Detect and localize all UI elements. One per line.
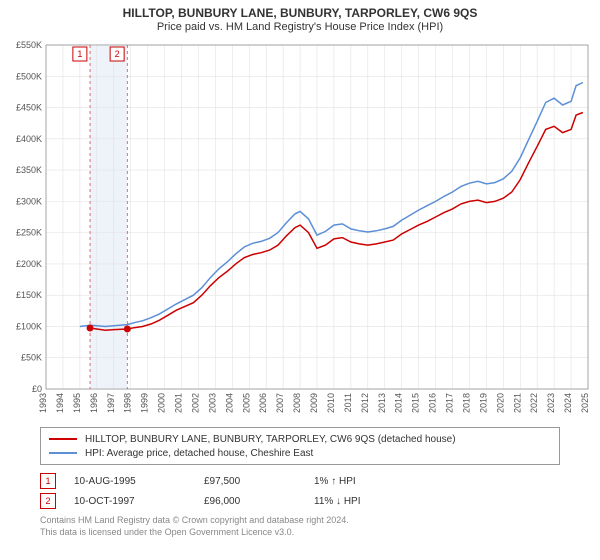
svg-text:£150K: £150K bbox=[16, 290, 42, 300]
svg-text:2004: 2004 bbox=[224, 393, 234, 413]
sale-price: £97,500 bbox=[204, 476, 314, 487]
svg-text:1993: 1993 bbox=[38, 393, 48, 413]
svg-text:2022: 2022 bbox=[529, 393, 539, 413]
legend-label-hpi: HPI: Average price, detached house, Ches… bbox=[85, 448, 313, 459]
svg-text:2003: 2003 bbox=[207, 393, 217, 413]
svg-text:1998: 1998 bbox=[123, 393, 133, 413]
svg-text:2018: 2018 bbox=[461, 393, 471, 413]
legend-box: HILLTOP, BUNBURY LANE, BUNBURY, TARPORLE… bbox=[40, 427, 560, 465]
sale-row: 2 10-OCT-1997 £96,000 11% ↓ HPI bbox=[40, 491, 590, 511]
svg-text:2023: 2023 bbox=[546, 393, 556, 413]
footer-text: Contains HM Land Registry data © Crown c… bbox=[40, 515, 590, 538]
svg-text:2015: 2015 bbox=[411, 393, 421, 413]
svg-text:2001: 2001 bbox=[174, 393, 184, 413]
svg-text:2017: 2017 bbox=[445, 393, 455, 413]
svg-text:2020: 2020 bbox=[495, 393, 505, 413]
sale-rows: 1 10-AUG-1995 £97,500 1% ↑ HPI 2 10-OCT-… bbox=[40, 471, 590, 511]
svg-text:2006: 2006 bbox=[258, 393, 268, 413]
svg-text:£400K: £400K bbox=[16, 134, 42, 144]
svg-text:2013: 2013 bbox=[377, 393, 387, 413]
svg-text:2009: 2009 bbox=[309, 393, 319, 413]
legend-label-property: HILLTOP, BUNBURY LANE, BUNBURY, TARPORLE… bbox=[85, 434, 456, 445]
svg-text:£300K: £300K bbox=[16, 196, 42, 206]
chart-container: HILLTOP, BUNBURY LANE, BUNBURY, TARPORLE… bbox=[0, 0, 600, 546]
line-chart-svg: £0 £50K £100K £150K £200K £250K £300K £350K £400… bbox=[6, 39, 594, 419]
legend-swatch-property bbox=[49, 438, 77, 440]
svg-text:£250K: £250K bbox=[16, 228, 42, 238]
svg-text:£350K: £350K bbox=[16, 165, 42, 175]
svg-text:£550K: £550K bbox=[16, 40, 42, 50]
svg-text:£500K: £500K bbox=[16, 71, 42, 81]
svg-text:2025: 2025 bbox=[580, 393, 590, 413]
svg-text:£200K: £200K bbox=[16, 259, 42, 269]
svg-text:2000: 2000 bbox=[157, 393, 167, 413]
sale-marker-2: 2 bbox=[40, 493, 56, 509]
sale-date: 10-AUG-1995 bbox=[74, 476, 204, 487]
svg-text:2024: 2024 bbox=[563, 393, 573, 413]
sale-price: £96,000 bbox=[204, 496, 314, 507]
footer-line1: Contains HM Land Registry data © Crown c… bbox=[40, 515, 590, 527]
sale-row: 1 10-AUG-1995 £97,500 1% ↑ HPI bbox=[40, 471, 590, 491]
svg-text:2008: 2008 bbox=[292, 393, 302, 413]
svg-text:2012: 2012 bbox=[360, 393, 370, 413]
sale-diff: 11% ↓ HPI bbox=[314, 496, 404, 507]
svg-text:2016: 2016 bbox=[428, 393, 438, 413]
svg-text:2019: 2019 bbox=[478, 393, 488, 413]
chart-subtitle: Price paid vs. HM Land Registry's House … bbox=[6, 21, 594, 33]
legend-row-hpi: HPI: Average price, detached house, Ches… bbox=[49, 446, 551, 460]
chart-title: HILLTOP, BUNBURY LANE, BUNBURY, TARPORLE… bbox=[6, 6, 594, 20]
svg-text:2011: 2011 bbox=[343, 393, 353, 412]
svg-text:2007: 2007 bbox=[275, 393, 285, 413]
svg-text:1997: 1997 bbox=[106, 393, 116, 413]
legend-row-property: HILLTOP, BUNBURY LANE, BUNBURY, TARPORLE… bbox=[49, 432, 551, 446]
svg-text:1996: 1996 bbox=[89, 393, 99, 413]
chart-area: £0 £50K £100K £150K £200K £250K £300K £350K £400… bbox=[6, 39, 594, 419]
svg-text:2014: 2014 bbox=[394, 393, 404, 413]
sale-date: 10-OCT-1997 bbox=[74, 496, 204, 507]
svg-text:2010: 2010 bbox=[326, 393, 336, 413]
svg-text:£450K: £450K bbox=[16, 103, 42, 113]
sale-marker-1: 1 bbox=[40, 473, 56, 489]
svg-text:£0: £0 bbox=[32, 384, 42, 394]
svg-text:2021: 2021 bbox=[512, 393, 522, 413]
legend-swatch-hpi bbox=[49, 452, 77, 454]
svg-text:2005: 2005 bbox=[241, 393, 251, 413]
footer-line2: This data is licensed under the Open Gov… bbox=[40, 527, 590, 539]
svg-text:£50K: £50K bbox=[21, 353, 42, 363]
svg-text:1995: 1995 bbox=[72, 393, 82, 413]
svg-text:1999: 1999 bbox=[140, 393, 150, 413]
svg-text:1: 1 bbox=[77, 49, 82, 59]
sale-diff: 1% ↑ HPI bbox=[314, 476, 404, 487]
svg-text:2002: 2002 bbox=[190, 393, 200, 413]
svg-text:1994: 1994 bbox=[55, 393, 65, 413]
svg-text:2: 2 bbox=[115, 49, 120, 59]
svg-text:£100K: £100K bbox=[16, 321, 42, 331]
